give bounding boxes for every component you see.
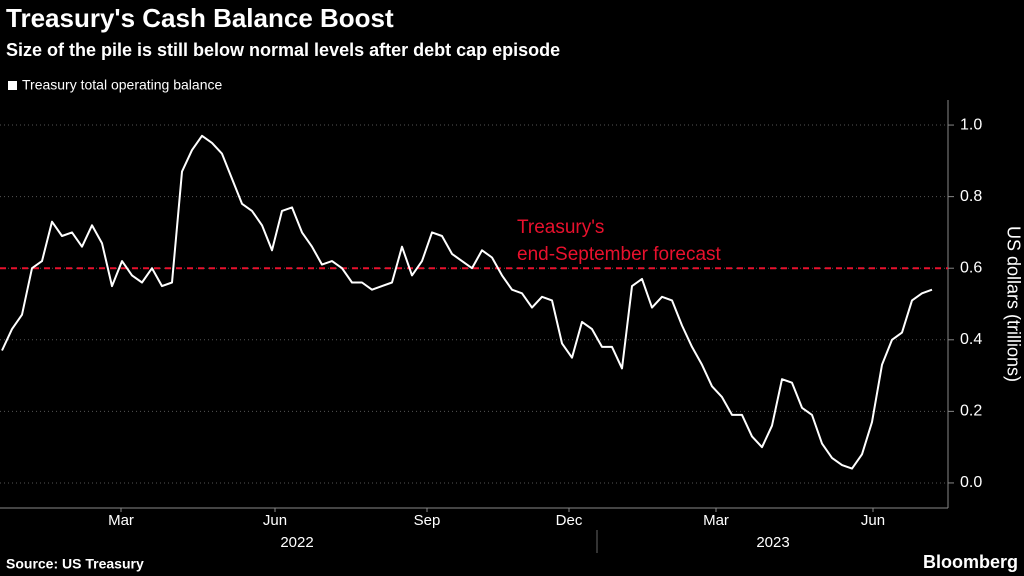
x-tick-label: Sep: [414, 512, 441, 529]
brand: Bloomberg: [923, 552, 1018, 572]
source: Source: US Treasury: [6, 556, 144, 572]
y-axis-label: US dollars (trillions): [1003, 226, 1023, 382]
chart-subtitle: Size of the pile is still below normal l…: [6, 40, 560, 60]
x-tick-label: Mar: [703, 512, 729, 529]
y-tick-label: 1.0: [960, 116, 982, 133]
y-tick-label: 0.0: [960, 474, 982, 491]
year-label: 2022: [280, 534, 313, 551]
year-label: 2023: [756, 534, 789, 551]
x-tick-label: Jun: [263, 512, 287, 529]
chart-title: Treasury's Cash Balance Boost: [6, 3, 394, 33]
x-tick-label: Dec: [556, 512, 583, 529]
y-tick-label: 0.4: [960, 331, 982, 348]
y-tick-label: 0.6: [960, 259, 982, 276]
x-tick-label: Mar: [108, 512, 134, 529]
y-tick-label: 0.8: [960, 188, 982, 205]
y-tick-label: 0.2: [960, 403, 982, 420]
data-line: [1, 134, 933, 470]
annotation: end-September forecast: [517, 244, 722, 265]
annotation: Treasury's: [517, 217, 604, 238]
legend-label: Treasury total operating balance: [22, 77, 222, 93]
x-tick-label: Jun: [861, 512, 885, 529]
legend-swatch: [8, 81, 17, 90]
